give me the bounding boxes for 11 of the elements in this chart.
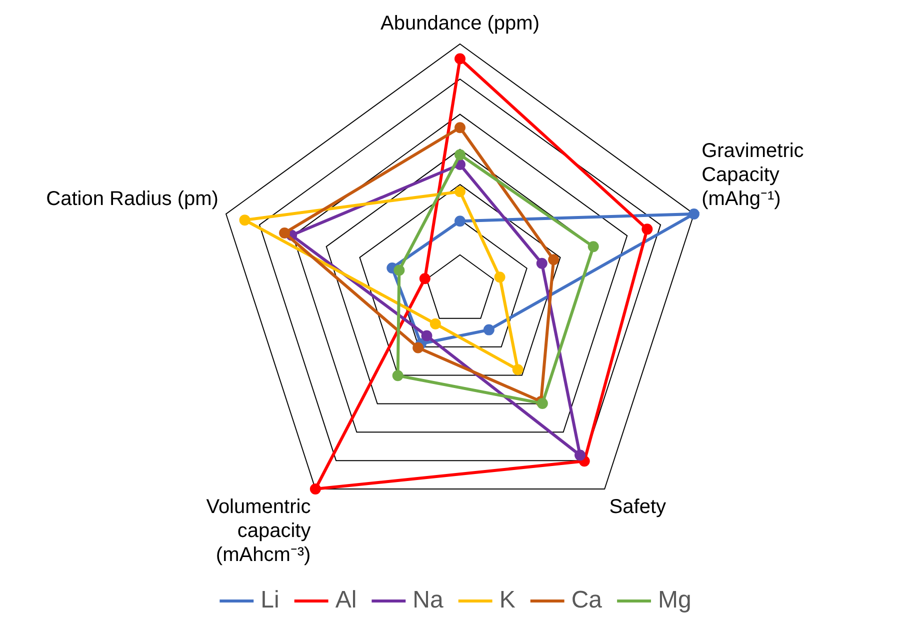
legend-label: Al	[335, 586, 357, 614]
legend-label: Li	[260, 586, 280, 614]
legend-label: Na	[412, 586, 444, 614]
spoke-label: Safety	[609, 496, 666, 518]
legend-label: Mg	[658, 586, 692, 614]
spoke-label: Cation Radius (pm)	[46, 188, 218, 210]
spoke-label: Volumentric capacity (mAhcm⁻³)	[206, 496, 311, 566]
spoke-label: Abundance (ppm)	[380, 12, 540, 35]
legend-label: Ca	[571, 586, 603, 614]
legend-label: K	[499, 586, 516, 614]
spoke-label: Gravimetric Capacity (mAhg⁻¹)	[702, 140, 804, 210]
